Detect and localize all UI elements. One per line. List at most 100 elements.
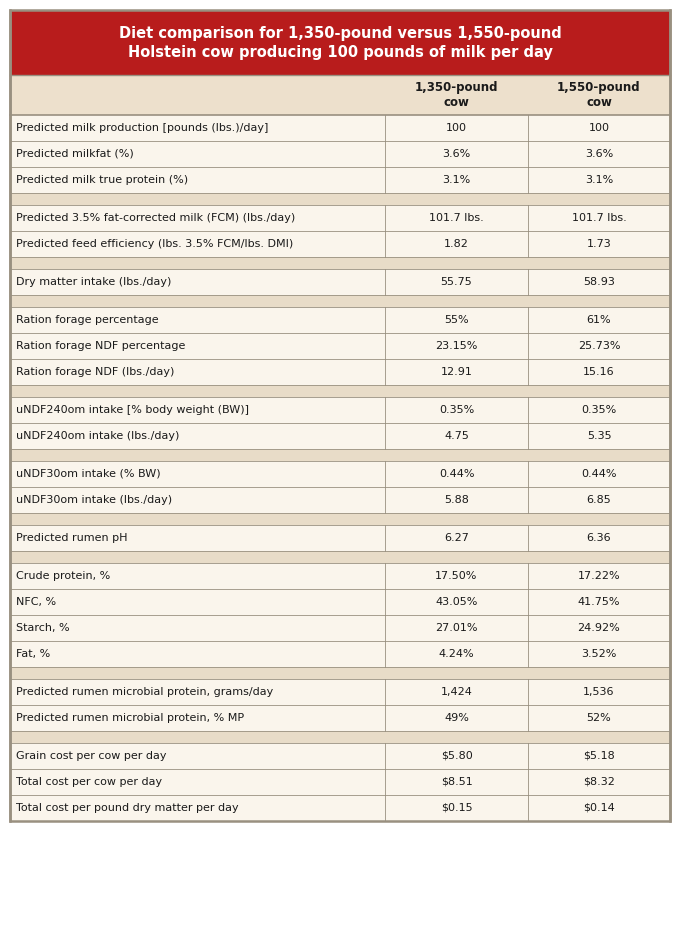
Text: 101.7 lbs.: 101.7 lbs.	[572, 213, 626, 223]
Text: Total cost per pound dry matter per day: Total cost per pound dry matter per day	[16, 803, 239, 813]
Text: 41.75%: 41.75%	[578, 597, 620, 607]
Text: uNDF30om intake (% BW): uNDF30om intake (% BW)	[16, 469, 160, 479]
Bar	[10, 193, 670, 205]
Bar	[10, 615, 670, 641]
Text: uNDF240om intake [% body weight (BW)]: uNDF240om intake [% body weight (BW)]	[16, 405, 249, 415]
Text: Dry matter intake (lbs./day): Dry matter intake (lbs./day)	[16, 277, 171, 287]
Text: 1,424: 1,424	[441, 687, 473, 697]
Bar	[10, 589, 670, 615]
Text: 3.52%: 3.52%	[581, 649, 617, 659]
Text: 17.50%: 17.50%	[435, 571, 477, 581]
Text: Predicted milk true protein (%): Predicted milk true protein (%)	[16, 175, 188, 185]
Text: Predicted feed efficiency (lbs. 3.5% FCM/lbs. DMI): Predicted feed efficiency (lbs. 3.5% FCM…	[16, 239, 293, 249]
Bar	[10, 563, 670, 589]
Bar	[10, 641, 670, 667]
Text: Predicted rumen microbial protein, % MP: Predicted rumen microbial protein, % MP	[16, 713, 244, 723]
Text: $0.14: $0.14	[583, 803, 615, 813]
Bar	[10, 525, 670, 551]
Text: 3.6%: 3.6%	[585, 149, 613, 159]
Text: 6.85: 6.85	[587, 495, 611, 505]
Text: 15.16: 15.16	[583, 367, 615, 377]
Text: 100: 100	[446, 123, 467, 133]
Text: 100: 100	[588, 123, 609, 133]
Bar	[10, 679, 670, 705]
Bar	[10, 257, 670, 269]
Text: 1,350-pound: 1,350-pound	[415, 82, 498, 95]
Bar	[10, 423, 670, 449]
Text: Predicted rumen microbial protein, grams/day: Predicted rumen microbial protein, grams…	[16, 687, 273, 697]
Bar	[10, 667, 670, 679]
Text: 5.35: 5.35	[587, 431, 611, 441]
Text: 55%: 55%	[444, 315, 469, 325]
Text: Grain cost per cow per day: Grain cost per cow per day	[16, 751, 167, 761]
Bar	[10, 397, 670, 423]
Text: 27.01%: 27.01%	[435, 623, 478, 633]
Text: 49%: 49%	[444, 713, 469, 723]
Text: 0.44%: 0.44%	[581, 469, 617, 479]
Bar	[10, 705, 670, 731]
Text: Starch, %: Starch, %	[16, 623, 69, 633]
Text: uNDF240om intake (lbs./day): uNDF240om intake (lbs./day)	[16, 431, 180, 441]
Text: 1.73: 1.73	[587, 239, 611, 249]
Text: 6.27: 6.27	[444, 533, 469, 543]
Text: 23.15%: 23.15%	[435, 341, 477, 351]
Text: Predicted 3.5% fat-corrected milk (FCM) (lbs./day): Predicted 3.5% fat-corrected milk (FCM) …	[16, 213, 295, 223]
Text: Predicted rumen pH: Predicted rumen pH	[16, 533, 128, 543]
Text: 1,550-pound: 1,550-pound	[557, 82, 641, 95]
Text: 12.91: 12.91	[441, 367, 473, 377]
Bar	[10, 359, 670, 385]
Text: 5.88: 5.88	[444, 495, 469, 505]
Text: 4.75: 4.75	[444, 431, 469, 441]
Text: $0.15: $0.15	[441, 803, 473, 813]
Text: $8.32: $8.32	[583, 777, 615, 787]
Bar	[10, 461, 670, 487]
Text: Fat, %: Fat, %	[16, 649, 50, 659]
Bar	[10, 385, 670, 397]
Text: uNDF30om intake (lbs./day): uNDF30om intake (lbs./day)	[16, 495, 172, 505]
Text: Predicted milk production [pounds (lbs.)/day]: Predicted milk production [pounds (lbs.)…	[16, 123, 269, 133]
Bar	[10, 307, 670, 333]
Text: 52%: 52%	[587, 713, 611, 723]
Text: Diet comparison for 1,350-pound versus 1,550-pound: Diet comparison for 1,350-pound versus 1…	[118, 26, 562, 41]
Bar	[10, 769, 670, 795]
Text: Predicted milkfat (%): Predicted milkfat (%)	[16, 149, 134, 159]
Bar	[10, 795, 670, 821]
Text: Holstein cow producing 100 pounds of milk per day: Holstein cow producing 100 pounds of mil…	[128, 45, 552, 60]
Bar	[10, 205, 670, 231]
Bar	[10, 231, 670, 257]
Text: Crude protein, %: Crude protein, %	[16, 571, 110, 581]
Text: cow: cow	[443, 96, 469, 108]
Text: 0.44%: 0.44%	[439, 469, 474, 479]
Bar	[10, 10, 670, 821]
Text: cow: cow	[586, 96, 612, 108]
Text: 3.6%: 3.6%	[443, 149, 471, 159]
Bar	[10, 551, 670, 563]
Bar	[10, 487, 670, 513]
Text: 58.93: 58.93	[583, 277, 615, 287]
Text: 25.73%: 25.73%	[578, 341, 620, 351]
Text: 0.35%: 0.35%	[439, 405, 474, 415]
Text: 3.1%: 3.1%	[585, 175, 613, 185]
Text: 55.75: 55.75	[441, 277, 473, 287]
Text: 43.05%: 43.05%	[435, 597, 477, 607]
Bar	[10, 115, 670, 141]
Text: Ration forage NDF (lbs./day): Ration forage NDF (lbs./day)	[16, 367, 174, 377]
Text: $5.18: $5.18	[583, 751, 615, 761]
Bar	[10, 449, 670, 461]
Text: 1.82: 1.82	[444, 239, 469, 249]
Text: NFC, %: NFC, %	[16, 597, 56, 607]
Text: 24.92%: 24.92%	[577, 623, 620, 633]
Bar	[10, 513, 670, 525]
Text: Ration forage percentage: Ration forage percentage	[16, 315, 158, 325]
Text: 4.24%: 4.24%	[439, 649, 475, 659]
Text: 17.22%: 17.22%	[578, 571, 620, 581]
Bar	[10, 75, 670, 115]
Text: 1,536: 1,536	[583, 687, 615, 697]
Bar	[10, 333, 670, 359]
Bar	[10, 10, 670, 75]
Text: 0.35%: 0.35%	[581, 405, 617, 415]
Bar	[10, 141, 670, 167]
Text: $5.80: $5.80	[441, 751, 473, 761]
Text: 3.1%: 3.1%	[443, 175, 471, 185]
Bar	[10, 743, 670, 769]
